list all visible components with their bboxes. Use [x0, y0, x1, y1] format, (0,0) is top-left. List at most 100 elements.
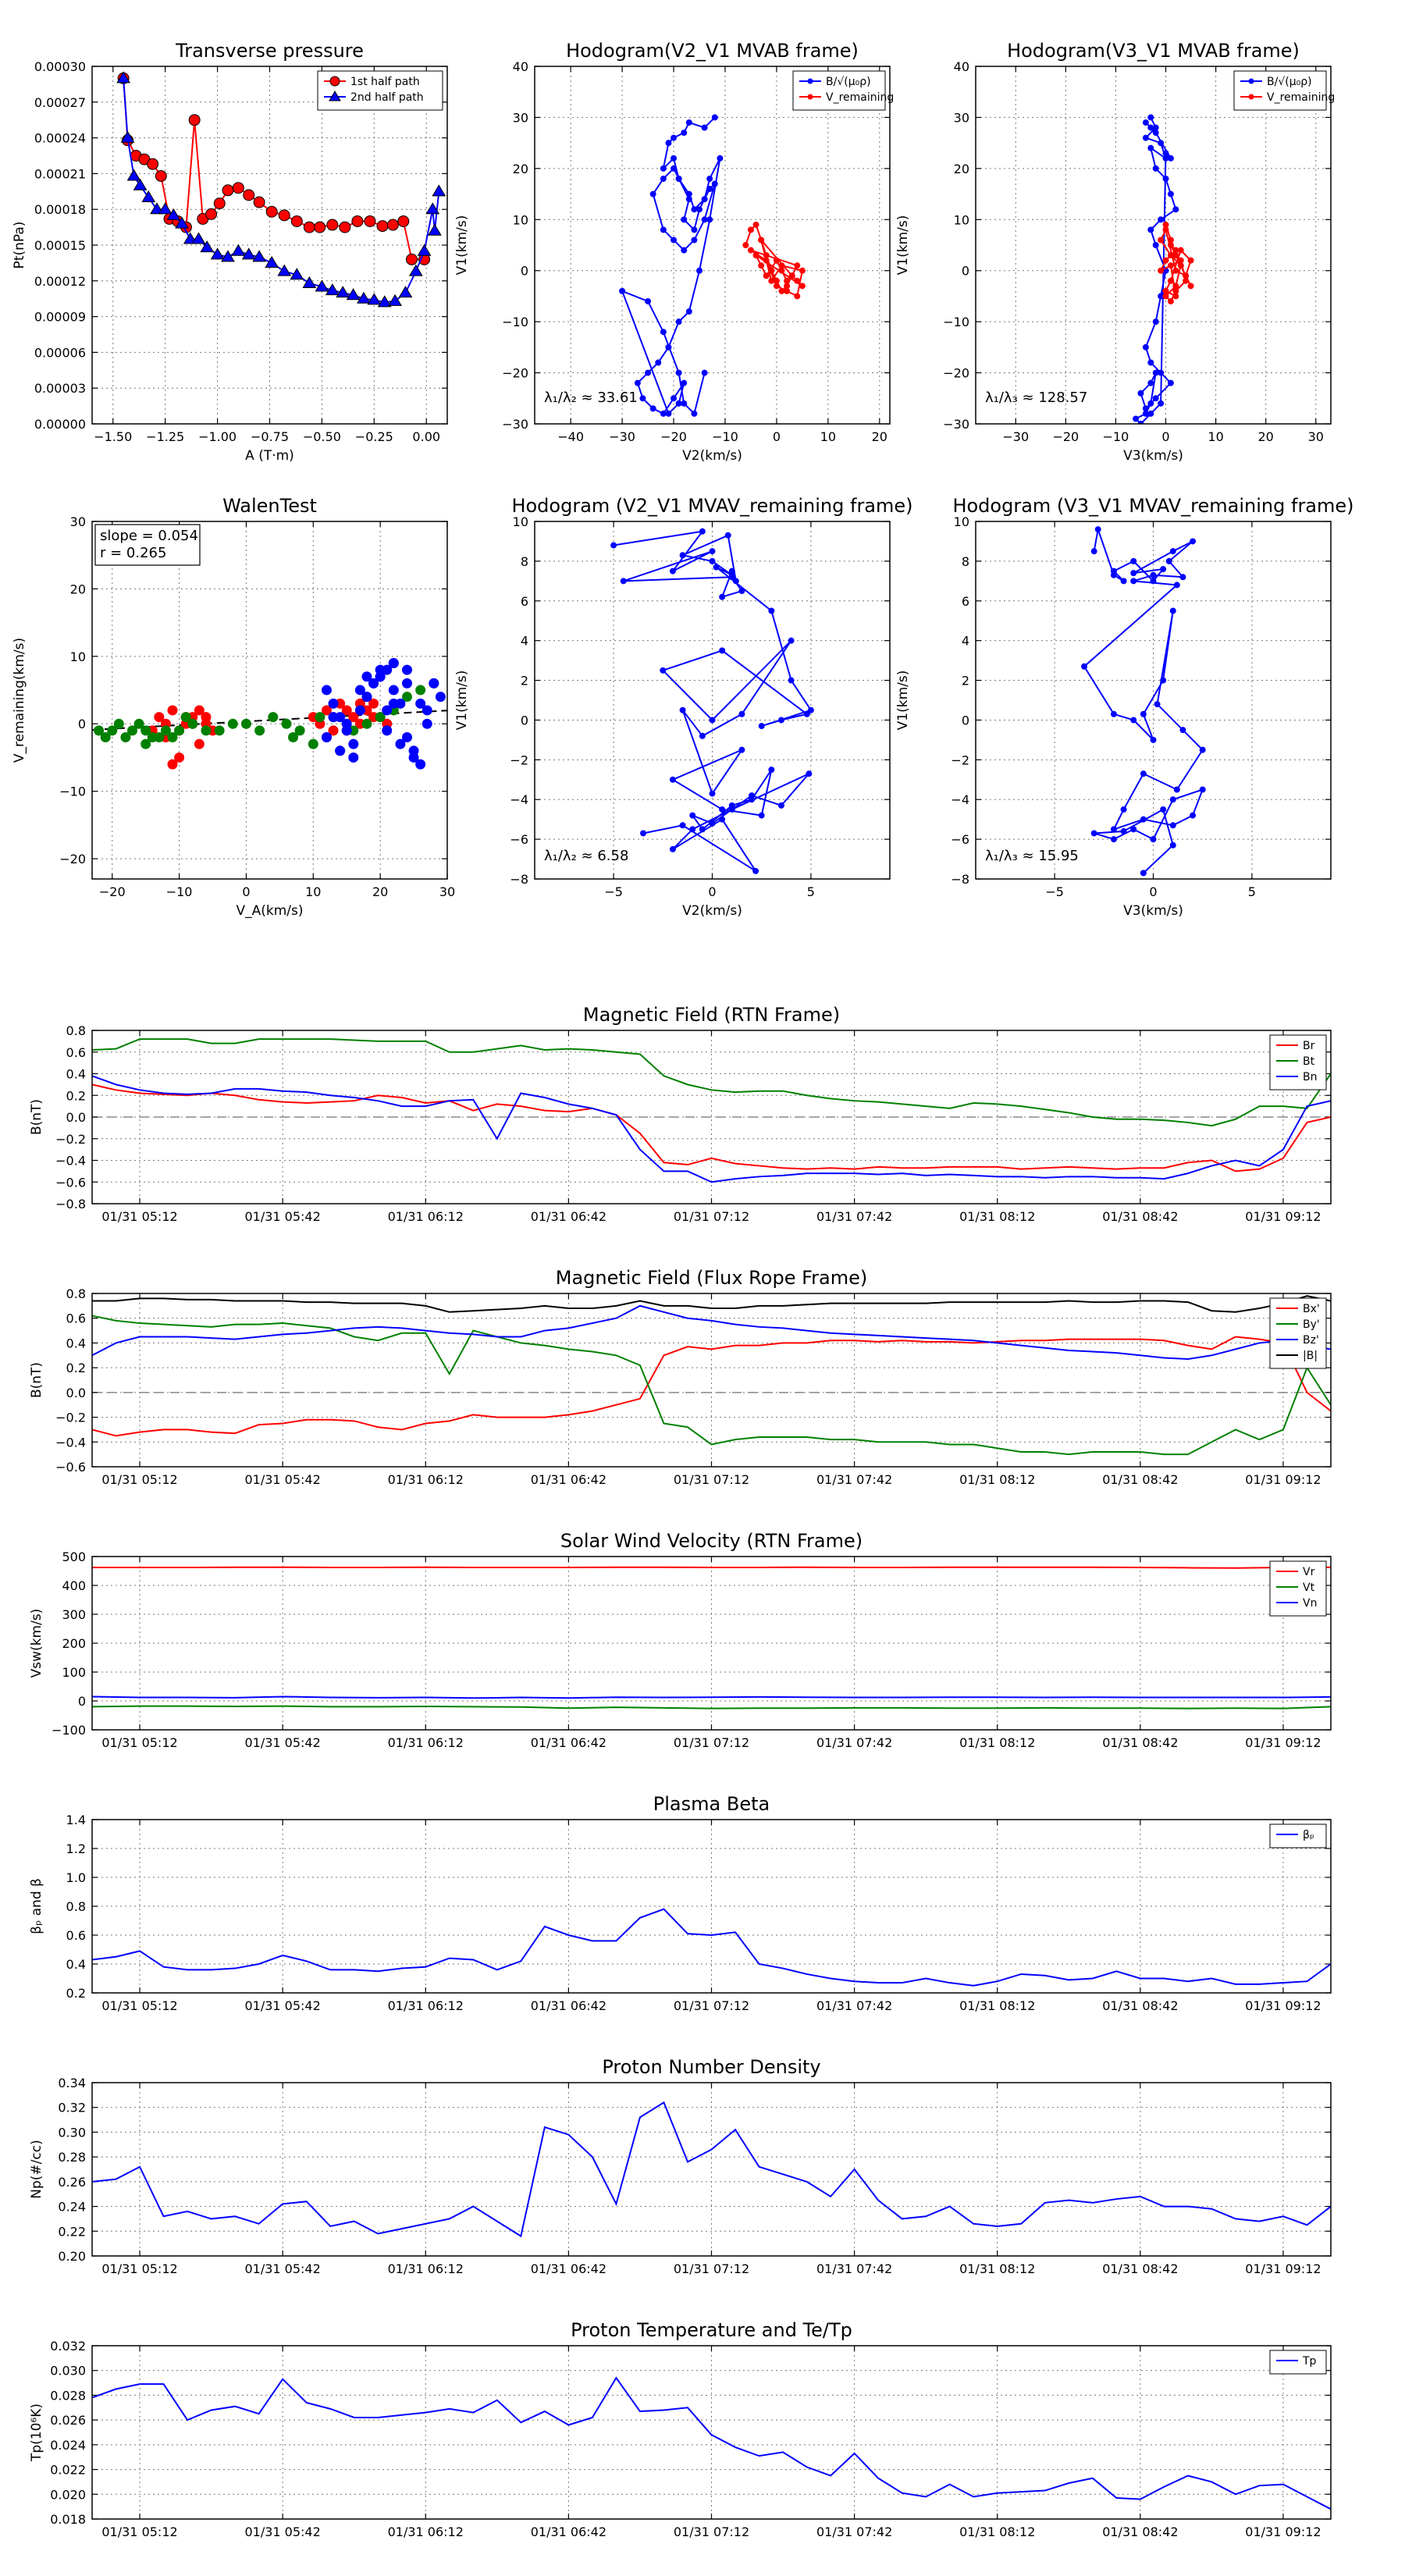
- data-series: [116, 71, 446, 308]
- data-marker: [1162, 221, 1169, 228]
- data-marker: [435, 692, 446, 703]
- data-marker: [763, 272, 770, 279]
- y-tick-label: 0.34: [58, 2076, 86, 2090]
- data-marker: [1140, 770, 1147, 777]
- y-tick-label: 0.00018: [34, 202, 86, 217]
- data-marker: [107, 725, 118, 736]
- data-marker: [231, 244, 246, 256]
- data-marker: [669, 776, 676, 783]
- legend-marker: [1248, 78, 1254, 84]
- data-marker: [357, 291, 371, 304]
- data-marker: [1147, 226, 1154, 233]
- data-marker: [670, 134, 678, 141]
- data-marker: [268, 712, 279, 723]
- data-marker: [140, 725, 151, 736]
- data-marker: [701, 216, 708, 223]
- y-tick-label: 0: [521, 713, 528, 728]
- data-marker: [1142, 119, 1149, 126]
- y-tick-label: −20: [59, 852, 86, 866]
- data-marker: [166, 208, 181, 220]
- data-marker: [120, 732, 131, 743]
- data-marker: [645, 369, 652, 376]
- data-marker: [701, 369, 708, 376]
- x-tick-label: 01/31 07:12: [674, 1472, 749, 1487]
- x-tick-label: 01/31 05:12: [101, 1998, 177, 2013]
- data-marker: [227, 718, 238, 729]
- grid-lines: [535, 66, 890, 424]
- data-marker: [1162, 150, 1169, 157]
- y-tick-label: 0.30: [58, 2125, 86, 2140]
- y-tick-label: 2: [521, 674, 528, 688]
- series-1st-half-path: [117, 72, 431, 265]
- data-marker: [669, 568, 676, 575]
- data-marker: [763, 252, 770, 259]
- data-marker: [655, 359, 662, 366]
- grid-lines: [976, 66, 1331, 424]
- data-marker: [747, 226, 754, 233]
- chart-hodogram-v3v1-mvab: −30 −20 −10 0 10 20 30 −30 −20 −10 0 10 20 30 40 Hodogr…: [895, 40, 1335, 464]
- data-marker: [1110, 826, 1117, 833]
- series-line: [92, 1705, 1331, 1710]
- data-marker: [386, 219, 399, 231]
- data-marker: [388, 698, 399, 709]
- data-marker: [1147, 379, 1154, 386]
- data-marker: [180, 712, 191, 723]
- data-marker: [368, 698, 379, 709]
- data-marker: [167, 759, 178, 770]
- y-axis-label: Tp(10⁶K): [29, 2403, 44, 2462]
- data-marker: [719, 816, 726, 823]
- data-marker: [398, 286, 413, 298]
- data-marker: [649, 405, 656, 412]
- y-tick-label: 0.030: [50, 2364, 86, 2379]
- y-tick-label: 1.4: [66, 1813, 86, 1827]
- y-tick-label: 30: [513, 110, 528, 125]
- data-marker: [1133, 415, 1140, 422]
- data-marker: [803, 710, 810, 717]
- data-marker: [778, 262, 785, 269]
- y-tick-label: 20: [513, 162, 528, 176]
- y-tick-label: −10: [943, 315, 969, 329]
- data-marker: [1150, 736, 1157, 743]
- x-tick-label: 01/31 06:42: [531, 1209, 606, 1224]
- x-tick-label: 01/31 05:42: [244, 2524, 320, 2539]
- y-tick-label: −6: [951, 832, 969, 847]
- data-marker: [670, 165, 678, 172]
- y-tick-label: 0.22: [58, 2224, 86, 2239]
- data-marker: [713, 564, 720, 571]
- data-marker: [675, 175, 682, 182]
- data-marker: [794, 262, 801, 269]
- data-marker: [422, 718, 432, 729]
- annotation-text: λ₁/λ₂ ≈ 6.58: [544, 848, 628, 864]
- grid-lines: [976, 521, 1331, 879]
- series-vn: [92, 1695, 1331, 1699]
- legend-label: V_remaining: [1267, 91, 1335, 104]
- data-marker: [1147, 410, 1154, 417]
- data-marker: [1167, 297, 1174, 304]
- plot-frame: [91, 66, 448, 425]
- y-axis-label: V_remaining(km/s): [12, 638, 27, 763]
- x-tick-label: −30: [609, 429, 635, 444]
- y-tick-label: 0.20: [58, 2249, 86, 2264]
- data-marker: [1147, 144, 1154, 151]
- data-marker: [1165, 557, 1172, 564]
- data-marker: [361, 671, 372, 682]
- series-line: [92, 1075, 1331, 1183]
- y-tick-label: −0.6: [55, 1460, 86, 1475]
- data-marker: [724, 532, 731, 539]
- plot-frame: [534, 521, 891, 880]
- data-marker: [696, 267, 703, 274]
- x-axis-label: V3(km/s): [1123, 448, 1183, 464]
- data-marker: [773, 277, 780, 284]
- legend-marker: [1248, 94, 1254, 100]
- series-by-: [92, 1315, 1331, 1456]
- y-tick-label: 0.020: [50, 2487, 86, 2502]
- data-marker: [752, 221, 759, 228]
- data-marker: [100, 732, 111, 743]
- chart-title: Hodogram (V2_V1 MVAV_remaining frame): [511, 495, 912, 517]
- data-marker: [339, 221, 351, 233]
- data-marker: [210, 247, 225, 260]
- series-b: [1133, 114, 1179, 424]
- data-marker: [799, 267, 806, 274]
- data-marker: [719, 806, 726, 813]
